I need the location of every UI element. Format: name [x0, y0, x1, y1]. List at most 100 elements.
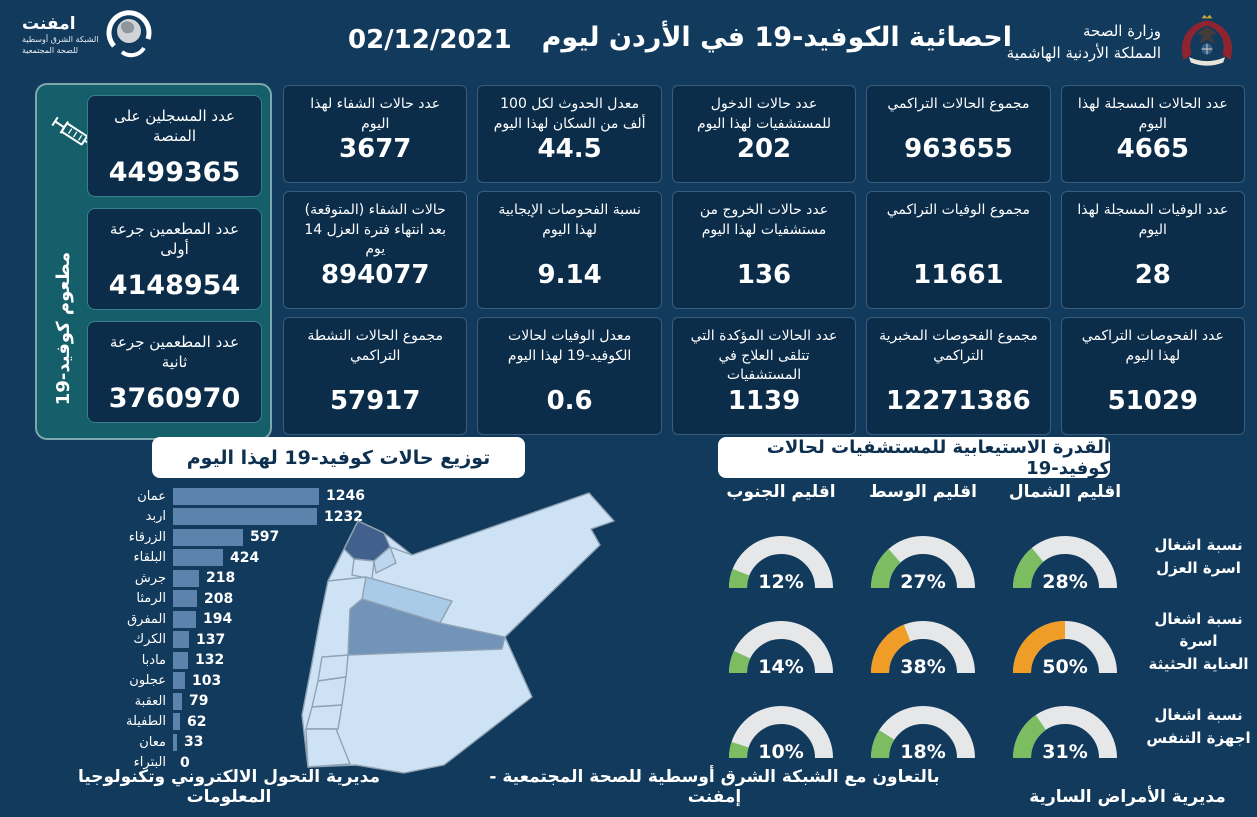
bar-row: البلقاء 424 — [104, 548, 365, 569]
bar-value-label: 208 — [204, 590, 234, 607]
bar-category-label: عجلون — [129, 673, 166, 689]
stat-card-label: معدل الحدوث لكل 100 ألف من السكان لهذا ا… — [493, 96, 646, 132]
stat-card-label: عدد الفحوصات التراكمي لهذا اليوم — [1081, 327, 1224, 364]
stat-card-label: نسبة الفحوصات الإيجابية لهذا اليوم — [498, 202, 641, 238]
bar-fill — [173, 713, 180, 731]
bar-value-label: 0 — [180, 754, 190, 771]
governorate-bar-chart: عمان 1246 اربد 1232 الزرقاء 597 البلقاء 424 جرش 2… — [104, 486, 365, 773]
bar-category-label: الرمثا — [136, 591, 166, 607]
ministry-name: وزارة الصحة — [1083, 21, 1161, 40]
bar-row: اربد 1232 — [104, 507, 365, 528]
bar-category-label: الطفيلة — [125, 714, 166, 730]
stat-card-value: 963655 — [904, 134, 1013, 165]
stat-card-label: مجموع الحالات النشطة التراكمي — [307, 327, 444, 364]
region-header: اقليم الشمال — [1008, 482, 1122, 502]
gauge: 38% — [852, 599, 994, 684]
bar-category-label: معان — [139, 734, 166, 750]
bar-category-label: جرش — [134, 570, 166, 586]
vaccination-card-value: 3760970 — [108, 383, 241, 414]
stat-card-value: 894077 — [320, 259, 430, 290]
gauge-row-label: نسبة اشغال اجهزة التنفس — [1146, 706, 1251, 747]
bar-row: الطفيلة 62 — [104, 712, 365, 733]
footer-it-directorate: مديرية التحول الالكتروني وتكنولوجيا المع… — [77, 767, 381, 807]
gauge-percent-label: 12% — [758, 571, 804, 593]
region-header: اقليم الجنوب — [726, 482, 836, 502]
stat-card: نسبة الفحوصات الإيجابية لهذا اليوم 9.14 — [477, 191, 662, 309]
ministry-country: المملكة الأردنية الهاشمية — [1006, 44, 1161, 62]
gauge: 12% — [710, 514, 852, 599]
stat-card-label: عدد الحالات المؤكدة التي تتلقى العلاج في… — [690, 327, 838, 384]
hospital-capacity-gauges: اقليم الجنوب اقليم الوسط اقليم الشمال 12% 27… — [710, 482, 1257, 769]
bar-row: جرش 218 — [104, 568, 365, 589]
gauge-row-label: نسبة اشغال اسرة العناية الحثيثة — [1148, 609, 1249, 673]
stat-card: مجموع الفحوصات المخبرية التراكمي 12271386 — [866, 316, 1051, 435]
stat-card: عدد الحالات المسجلة لهذا اليوم 4665 — [1060, 85, 1245, 184]
stat-card-value: 51029 — [1107, 385, 1199, 416]
bar-value-label: 597 — [250, 529, 280, 546]
bar-value-label: 194 — [203, 611, 233, 628]
bar-fill — [173, 590, 197, 608]
stat-card-label: عدد حالات الخروج من مستشفيات لهذا اليوم — [699, 202, 829, 238]
stat-card-label: حالات الشفاء (المتوقعة) بعد انتهاء فترة … — [304, 202, 447, 258]
hospital-capacity-title: القدرة الاستيعابية للمستشفيات لحالات كوف… — [718, 437, 1110, 479]
stat-card-label: مجموع الحالات التراكمي — [887, 96, 1030, 112]
gauge: 18% — [852, 684, 994, 769]
stat-card-value: 136 — [736, 259, 792, 290]
stat-card: عدد حالات الدخول للمستشفيات لهذا اليوم 20… — [671, 85, 857, 184]
gauge: 28% — [994, 514, 1136, 599]
stat-card-value: 4665 — [1116, 134, 1189, 165]
jordan-map — [292, 477, 627, 781]
vaccination-card: عدد المسجلين على المنصة 4499365 — [87, 95, 262, 197]
stat-card: مجموع الحالات التراكمي 963655 — [866, 85, 1051, 184]
bar-fill — [173, 569, 199, 587]
vaccination-panel: مطعوم كوفيد-19 عدد المسجلين على المنصة 44… — [35, 83, 272, 440]
gauge-row-label: نسبة اشغال اسرة العزل — [1154, 536, 1243, 577]
stat-card: مجموع الحالات النشطة التراكمي 57917 — [283, 316, 468, 435]
stat-card-label: مجموع الفحوصات المخبرية التراكمي — [879, 327, 1038, 364]
bar-fill — [173, 733, 177, 751]
bar-row: الكرك 137 — [104, 630, 365, 651]
bar-category-label: البتراء — [133, 755, 166, 771]
emphnet-logo: امفنت الشبكة الشرق أوسطية للصحة المجتمعي… — [22, 8, 156, 64]
gauge-percent-label: 38% — [900, 656, 946, 678]
bar-category-label: العقبة — [134, 693, 166, 709]
bar-category-label: مادبا — [141, 652, 166, 668]
bar-value-label: 424 — [230, 549, 260, 566]
bar-row: المفرق 194 — [104, 609, 365, 630]
stat-card: عدد الفحوصات التراكمي لهذا اليوم 51029 — [1060, 316, 1245, 435]
stat-card-label: عدد الحالات المسجلة لهذا اليوم — [1077, 96, 1228, 132]
emphnet-crescent-globe-icon — [104, 8, 156, 64]
vaccination-cards: عدد المسجلين على المنصة 4499365 عدد المطعم… — [87, 95, 262, 423]
bar-fill — [173, 487, 319, 505]
vaccination-card: عدد المطعمين جرعة ثانية 3760970 — [87, 321, 262, 423]
gauge: 10% — [710, 684, 852, 769]
stat-card: حالات الشفاء (المتوقعة) بعد انتهاء فترة … — [283, 191, 468, 309]
bar-fill — [173, 631, 189, 649]
bar-value-label: 218 — [206, 570, 236, 587]
vaccination-vertical-label: مطعوم كوفيد-19 — [53, 251, 75, 405]
bar-row: مادبا 132 — [104, 650, 365, 671]
bar-value-label: 33 — [184, 734, 204, 751]
report-date: 02/12/2021 — [348, 25, 512, 55]
bar-category-label: الكرك — [133, 632, 166, 648]
bar-value-label: 62 — [187, 713, 207, 730]
stat-card-value: 202 — [736, 134, 792, 165]
emphnet-subtitle-2: للصحة المجتمعية — [22, 46, 79, 56]
bar-value-label: 1232 — [324, 508, 363, 525]
region-header: اقليم الوسط — [869, 482, 977, 502]
stat-card-value: 57917 — [329, 385, 421, 416]
footer-diseases-directorate: مديرية الأمراض السارية — [1029, 787, 1226, 807]
bar-category-label: الزرقاء — [128, 529, 166, 545]
stat-card-label: عدد الوفيات المسجلة لهذا اليوم — [1077, 202, 1229, 238]
gauge: 14% — [710, 599, 852, 684]
bar-value-label: 132 — [195, 652, 225, 669]
bar-row: معان 33 — [104, 732, 365, 753]
page-title: احصائية الكوفيد-19 في الأردن ليوم — [541, 22, 1012, 53]
stat-card-label: معدل الوفيات لحالات الكوفيد-19 لهذا اليو… — [507, 327, 632, 364]
bar-row: عمان 1246 — [104, 486, 365, 507]
gauge-percent-label: 31% — [1042, 741, 1088, 763]
stat-card-value: 9.14 — [537, 259, 602, 290]
gauge-percent-label: 27% — [900, 571, 946, 593]
footer-cooperation: بالتعاون مع الشبكة الشرق أوسطية للصحة ال… — [489, 767, 940, 807]
stat-card-value: 28 — [1134, 259, 1171, 290]
